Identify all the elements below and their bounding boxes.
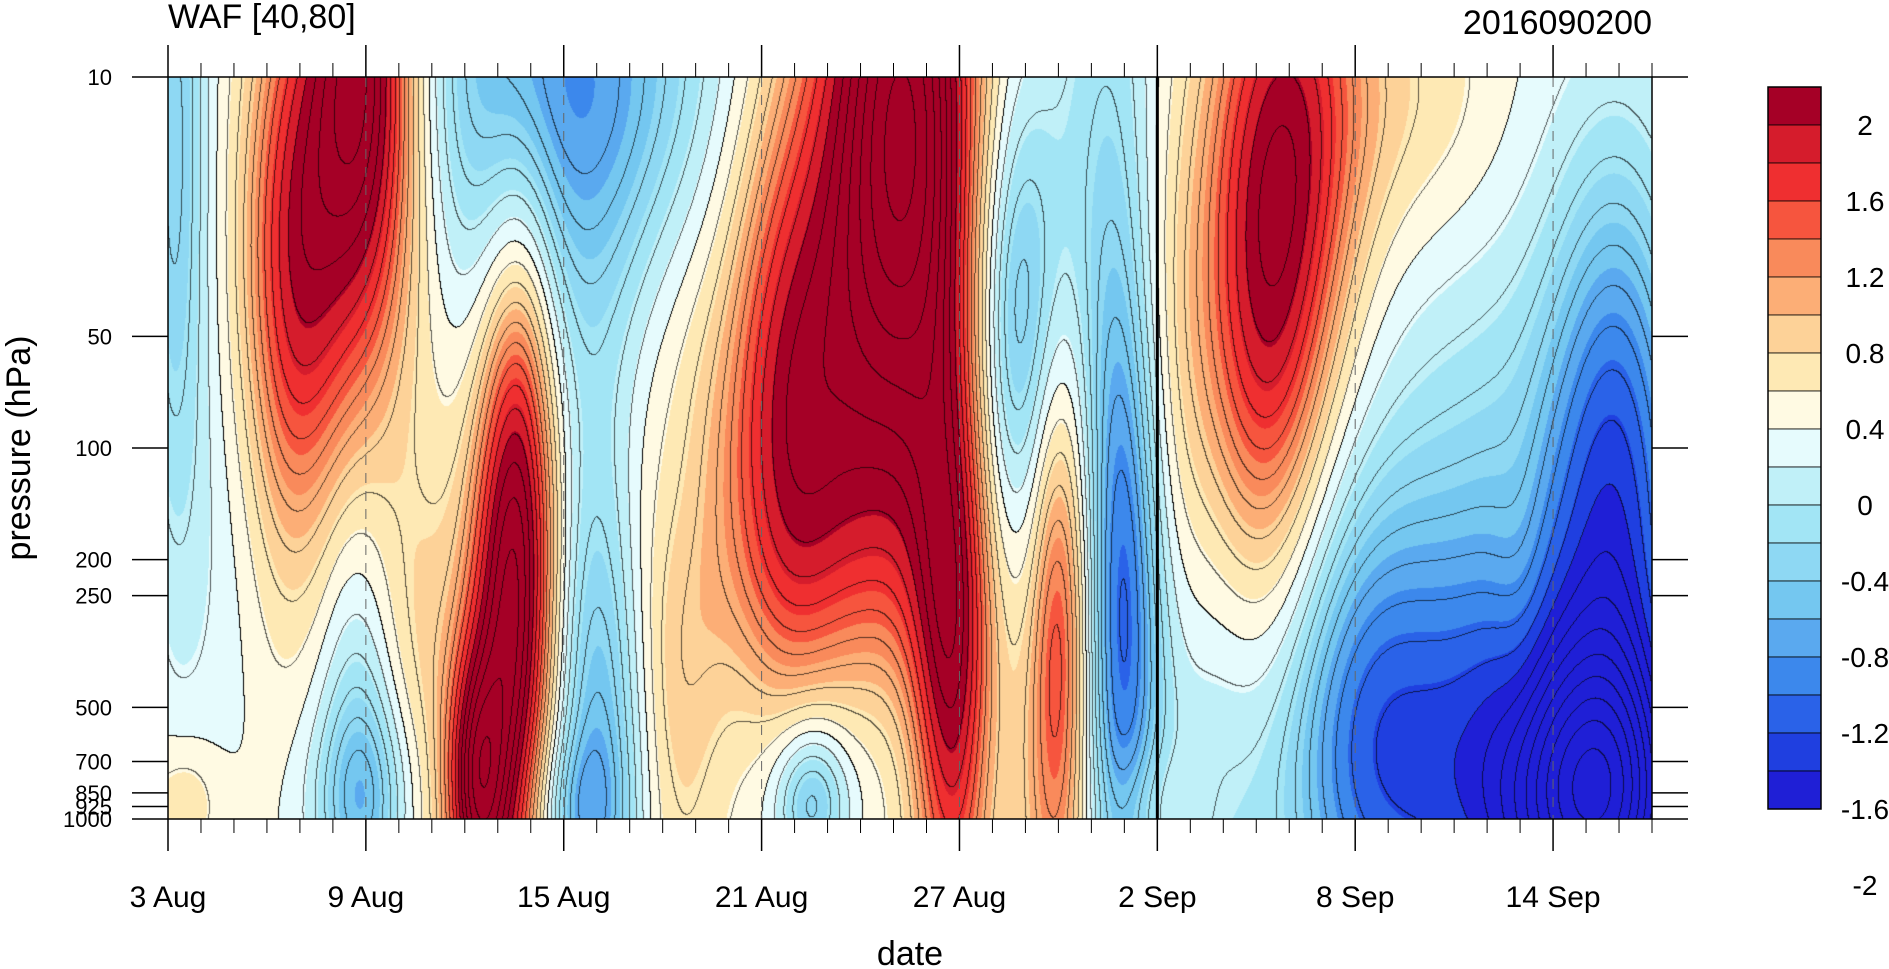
colorbar-label: -0.8 bbox=[1841, 642, 1889, 673]
colorbar-swatch bbox=[1767, 618, 1822, 658]
colorbar-label: 1.6 bbox=[1846, 186, 1885, 217]
colorbar-swatch bbox=[1767, 504, 1822, 544]
colorbar-swatch bbox=[1767, 466, 1822, 506]
colorbar-swatch bbox=[1767, 352, 1822, 392]
colorbar-swatch bbox=[1767, 542, 1822, 582]
colorbar-swatch bbox=[1767, 276, 1822, 316]
y-tick-label: 850 bbox=[75, 781, 112, 806]
colorbar-label: -2 bbox=[1853, 870, 1878, 901]
y-tick-label: 10 bbox=[88, 65, 112, 90]
colorbar-label: -1.2 bbox=[1841, 718, 1889, 749]
colorbar-swatch bbox=[1767, 86, 1822, 126]
colorbar-label: -1.6 bbox=[1841, 794, 1889, 825]
x-tick-label: 14 Sep bbox=[1506, 881, 1601, 914]
colorbar-swatch bbox=[1767, 200, 1822, 240]
y-axis-label: pressure (hPa) bbox=[0, 336, 38, 561]
y-tick-label: 100 bbox=[75, 436, 112, 461]
y-tick-label: 50 bbox=[88, 324, 112, 349]
chart-title-right: 2016090200 bbox=[1463, 4, 1652, 42]
x-tick-label: 21 Aug bbox=[715, 881, 808, 914]
colorbar-swatch bbox=[1767, 580, 1822, 620]
colorbar-label: 1.2 bbox=[1846, 262, 1885, 293]
colorbar-swatch bbox=[1767, 238, 1822, 278]
colorbar-swatch bbox=[1767, 314, 1822, 354]
x-tick-label: 9 Aug bbox=[327, 881, 404, 914]
y-tick-label: 500 bbox=[75, 695, 112, 720]
y-tick-label: 1000 bbox=[63, 807, 112, 832]
x-tick-label: 27 Aug bbox=[913, 881, 1006, 914]
y-tick-label: 200 bbox=[75, 548, 112, 573]
colorbar-frame bbox=[1767, 86, 1822, 810]
colorbar-label: 0.8 bbox=[1846, 338, 1885, 369]
y-tick-label: 250 bbox=[75, 584, 112, 609]
colorbar-label: 0 bbox=[1857, 490, 1873, 521]
colorbar-label: 2 bbox=[1857, 110, 1873, 141]
colorbar-swatch bbox=[1767, 428, 1822, 468]
x-tick-label: 15 Aug bbox=[517, 881, 610, 914]
colorbar-label: 0.4 bbox=[1846, 414, 1885, 445]
contour-field bbox=[168, 77, 1652, 819]
colorbar-swatch bbox=[1767, 162, 1822, 202]
contour-fill-image bbox=[168, 77, 1652, 819]
y-tick-label: 925 bbox=[75, 794, 112, 819]
y-tick-label: 700 bbox=[75, 750, 112, 775]
colorbar-label: -0.4 bbox=[1841, 566, 1889, 597]
colorbar-swatch bbox=[1767, 124, 1822, 164]
colorbar-swatch bbox=[1767, 770, 1822, 810]
x-tick-label: 3 Aug bbox=[130, 881, 207, 914]
colorbar-swatch bbox=[1767, 694, 1822, 734]
colorbar: 2 1.6 1.2 0.8 0.4 0 -0.4 -0.8 -1.2 -1.6 -2 bbox=[1767, 86, 1889, 901]
x-tick-label: 8 Sep bbox=[1316, 881, 1394, 914]
x-axis-label: date bbox=[877, 935, 943, 969]
chart-title-left: WAF [40,80] bbox=[168, 0, 356, 36]
colorbar-swatch bbox=[1767, 656, 1822, 696]
x-axis: 3 Aug 9 Aug 15 Aug 21 Aug 27 Aug 2 Sep 8 Sep 14… bbox=[130, 45, 1653, 914]
colorbar-swatch bbox=[1767, 732, 1822, 772]
x-tick-label: 2 Sep bbox=[1118, 881, 1196, 914]
colorbar-swatch bbox=[1767, 390, 1822, 430]
